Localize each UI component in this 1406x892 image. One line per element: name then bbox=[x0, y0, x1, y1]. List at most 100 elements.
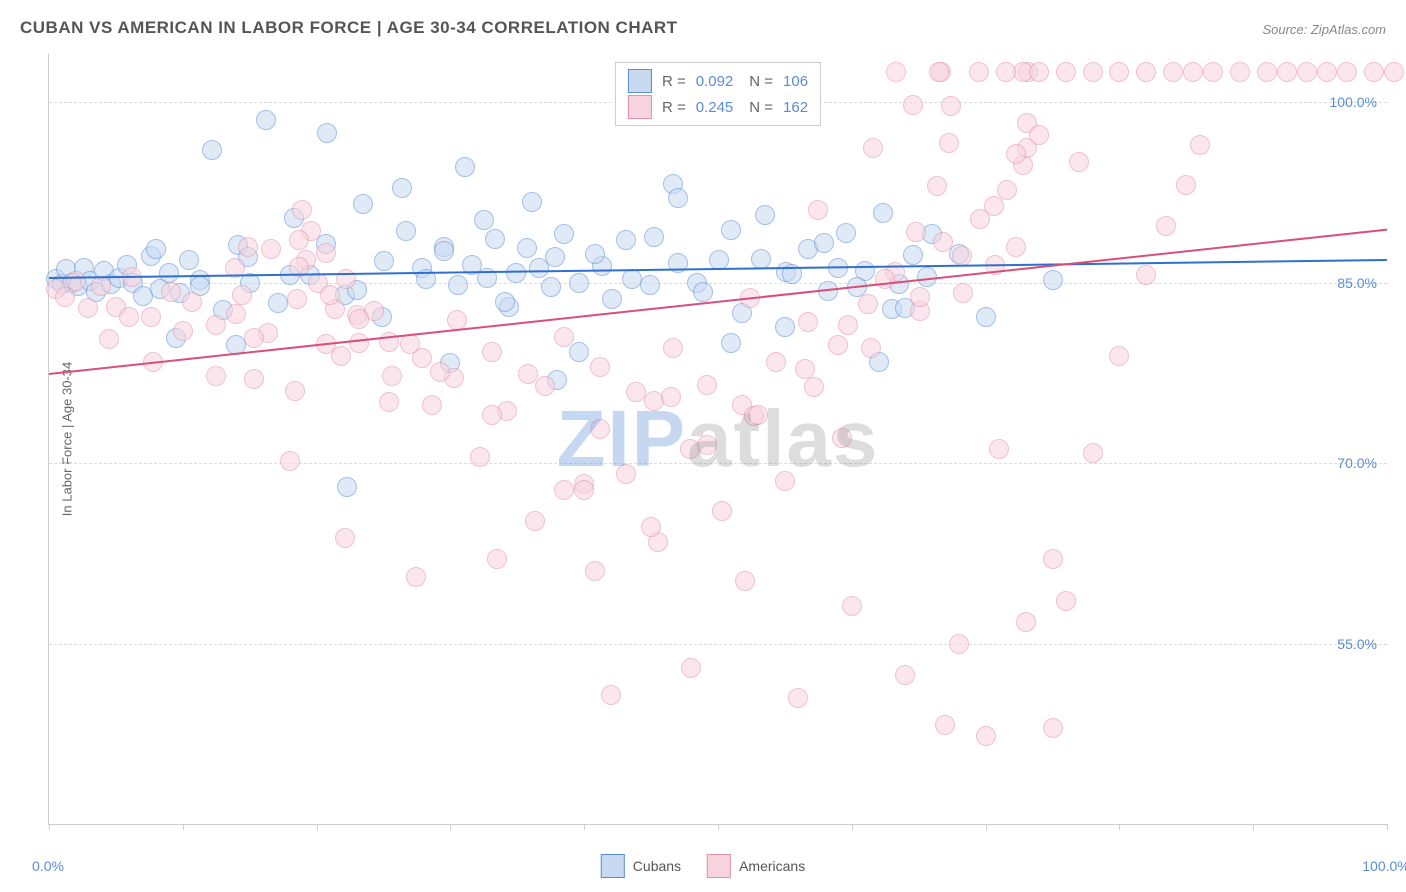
data-point bbox=[875, 269, 895, 289]
x-axis-max-label: 100.0% bbox=[1362, 858, 1406, 874]
data-point bbox=[832, 428, 852, 448]
data-point bbox=[933, 232, 953, 252]
x-axis-min-label: 0.0% bbox=[32, 858, 64, 874]
data-point bbox=[244, 369, 264, 389]
data-point bbox=[1029, 125, 1049, 145]
correlation-legend: R = 0.092 N = 106 R = 0.245 N = 162 bbox=[615, 62, 821, 126]
data-point bbox=[256, 110, 276, 130]
data-point bbox=[331, 346, 351, 366]
data-point bbox=[1337, 62, 1357, 82]
data-point bbox=[337, 477, 357, 497]
x-tick bbox=[986, 824, 987, 830]
data-point bbox=[146, 239, 166, 259]
data-point bbox=[1183, 62, 1203, 82]
data-point bbox=[1109, 346, 1129, 366]
legend-label-cubans: Cubans bbox=[633, 858, 681, 874]
data-point bbox=[1109, 62, 1129, 82]
data-point bbox=[506, 263, 526, 283]
data-point bbox=[697, 375, 717, 395]
data-point bbox=[335, 528, 355, 548]
data-point bbox=[641, 517, 661, 537]
data-point bbox=[585, 244, 605, 264]
data-point bbox=[1043, 270, 1063, 290]
data-point bbox=[1277, 62, 1297, 82]
legend-row-americans: R = 0.245 N = 162 bbox=[628, 95, 808, 119]
x-tick bbox=[317, 824, 318, 830]
data-point bbox=[353, 194, 373, 214]
data-point bbox=[941, 96, 961, 116]
chart-title: CUBAN VS AMERICAN IN LABOR FORCE | AGE 3… bbox=[20, 18, 678, 38]
data-point bbox=[179, 250, 199, 270]
data-point bbox=[712, 501, 732, 521]
data-point bbox=[873, 203, 893, 223]
data-point bbox=[1176, 175, 1196, 195]
data-point bbox=[470, 447, 490, 467]
data-point bbox=[984, 196, 1004, 216]
data-point bbox=[668, 188, 688, 208]
data-point bbox=[601, 685, 621, 705]
data-point bbox=[518, 364, 538, 384]
data-point bbox=[693, 282, 713, 302]
data-point bbox=[644, 227, 664, 247]
swatch-americans-icon bbox=[628, 95, 652, 119]
data-point bbox=[569, 342, 589, 362]
x-tick bbox=[1119, 824, 1120, 830]
data-point bbox=[939, 133, 959, 153]
data-point bbox=[392, 178, 412, 198]
data-point bbox=[1364, 62, 1384, 82]
data-point bbox=[202, 140, 222, 160]
data-point bbox=[374, 251, 394, 271]
plot-area: In Labor Force | Age 30-34 ZIPatlas R = … bbox=[48, 54, 1387, 825]
data-point bbox=[1056, 62, 1076, 82]
data-point bbox=[554, 327, 574, 347]
data-point bbox=[320, 285, 340, 305]
data-point bbox=[569, 273, 589, 293]
data-point bbox=[755, 205, 775, 225]
data-point bbox=[590, 357, 610, 377]
data-point bbox=[590, 419, 610, 439]
data-point bbox=[903, 245, 923, 265]
data-point bbox=[751, 249, 771, 269]
legend-item-americans: Americans bbox=[707, 854, 805, 878]
data-point bbox=[1384, 62, 1404, 82]
data-point bbox=[842, 596, 862, 616]
data-point bbox=[1006, 144, 1026, 164]
data-point bbox=[903, 95, 923, 115]
data-point bbox=[487, 549, 507, 569]
data-point bbox=[1069, 152, 1089, 172]
data-point bbox=[1163, 62, 1183, 82]
x-tick bbox=[1253, 824, 1254, 830]
legend-swatch-cubans-icon bbox=[601, 854, 625, 878]
data-point bbox=[455, 157, 475, 177]
data-point bbox=[1297, 62, 1317, 82]
data-point bbox=[640, 275, 660, 295]
data-point bbox=[616, 464, 636, 484]
data-point bbox=[396, 221, 416, 241]
data-point bbox=[485, 229, 505, 249]
data-point bbox=[1056, 591, 1076, 611]
data-point bbox=[66, 271, 86, 291]
watermark: ZIPatlas bbox=[557, 393, 880, 485]
data-point bbox=[953, 283, 973, 303]
data-point bbox=[574, 480, 594, 500]
data-point bbox=[766, 352, 786, 372]
data-point bbox=[1016, 612, 1036, 632]
data-point bbox=[906, 222, 926, 242]
data-point bbox=[602, 289, 622, 309]
data-point bbox=[379, 392, 399, 412]
x-tick bbox=[584, 824, 585, 830]
data-point bbox=[349, 309, 369, 329]
data-point bbox=[828, 335, 848, 355]
data-point bbox=[535, 376, 555, 396]
data-point bbox=[735, 571, 755, 591]
x-tick bbox=[450, 824, 451, 830]
data-point bbox=[406, 567, 426, 587]
data-point bbox=[858, 294, 878, 314]
source-label: Source: ZipAtlas.com bbox=[1262, 22, 1386, 37]
data-point bbox=[1083, 62, 1103, 82]
y-axis-title: In Labor Force | Age 30-34 bbox=[60, 362, 75, 516]
x-tick bbox=[1387, 824, 1388, 830]
data-point bbox=[775, 471, 795, 491]
data-point bbox=[910, 287, 930, 307]
data-point bbox=[1136, 265, 1156, 285]
